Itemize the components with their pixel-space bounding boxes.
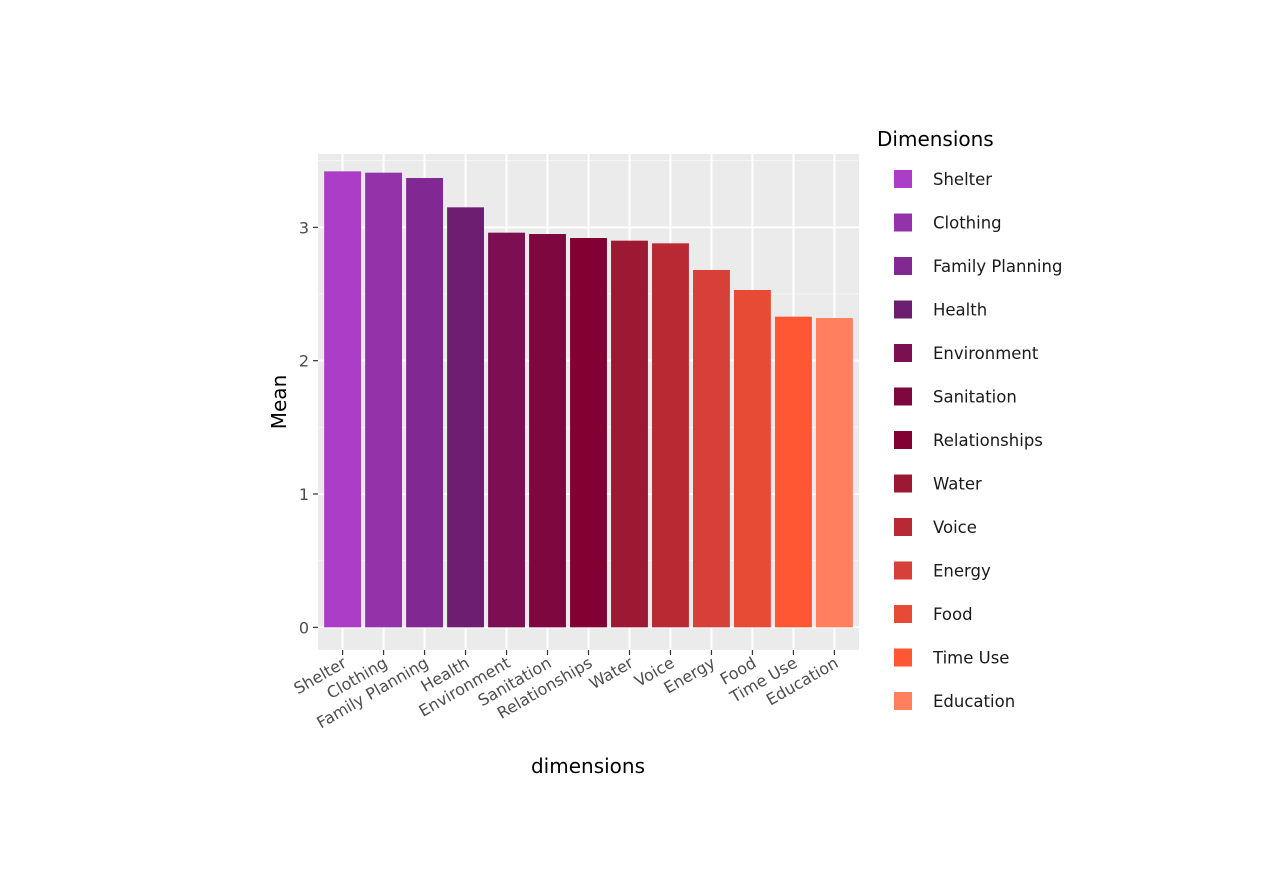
bars xyxy=(324,171,853,628)
bar-clothing xyxy=(365,172,403,628)
legend-label: Environment xyxy=(933,344,1039,363)
legend-swatch xyxy=(894,387,912,406)
y-tick-label: 2 xyxy=(299,352,309,371)
legend-swatch xyxy=(894,605,912,623)
legend-title: Dimensions xyxy=(877,127,994,151)
legend-label: Sanitation xyxy=(933,388,1017,407)
legend-swatch xyxy=(894,213,912,232)
legend-label: Clothing xyxy=(933,214,1002,233)
bar-energy xyxy=(693,270,730,628)
legend-swatch xyxy=(894,344,912,362)
legend-label: Shelter xyxy=(933,170,992,189)
legend-swatch xyxy=(894,561,912,580)
x-axis-title: dimensions xyxy=(531,754,645,778)
legend-label: Family Planning xyxy=(933,257,1062,276)
bar-environment xyxy=(488,232,525,628)
legend-swatch xyxy=(894,518,912,536)
legend-swatch xyxy=(894,431,912,449)
bar-sanitation xyxy=(529,234,566,628)
bar-relationships xyxy=(570,238,607,628)
bar-shelter xyxy=(324,171,362,628)
x-tick-label: Water xyxy=(586,653,637,693)
legend-label: Time Use xyxy=(932,649,1009,668)
legend-swatch xyxy=(894,692,912,710)
y-tick-label: 1 xyxy=(299,485,309,504)
y-axis-title: Mean xyxy=(267,375,291,430)
bar-health xyxy=(447,207,484,628)
legend-label: Energy xyxy=(933,562,991,581)
legend-swatch xyxy=(894,648,912,667)
bar-family-planning xyxy=(406,178,444,628)
y-tick-label: 3 xyxy=(299,218,309,237)
legend-swatch xyxy=(894,170,912,188)
legend-swatch xyxy=(894,257,912,275)
legend-label: Health xyxy=(933,301,987,320)
legend-label: Education xyxy=(933,692,1015,711)
legend-swatch xyxy=(894,474,912,493)
bar-water xyxy=(611,240,648,628)
legend-label: Relationships xyxy=(933,431,1043,450)
y-axis-ticks: 0 1 2 3 xyxy=(299,218,318,637)
y-tick-label: 0 xyxy=(299,618,309,637)
bar-voice xyxy=(652,243,689,628)
legend-label: Voice xyxy=(933,518,977,537)
legend-swatch xyxy=(894,300,912,319)
legend-label: Food xyxy=(933,605,973,624)
legend: Shelter Clothing Family Planning Health Envi… xyxy=(894,170,1062,711)
legend-label: Water xyxy=(933,475,982,494)
bar-education xyxy=(815,318,853,628)
bar-food xyxy=(733,290,771,628)
bar-time-use xyxy=(774,316,812,628)
